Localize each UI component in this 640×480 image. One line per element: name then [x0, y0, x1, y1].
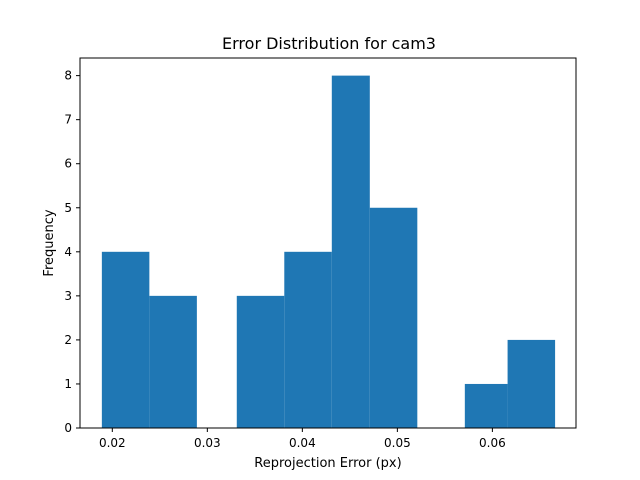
histogram-bar: [236, 295, 285, 428]
histogram-bar: [507, 339, 556, 428]
y-tick-label: 6: [64, 157, 72, 171]
y-tick-label: 2: [64, 333, 72, 347]
x-tick-label: 0.06: [479, 436, 506, 450]
x-axis-ticks: 0.02 0.03 0.04 0.05 0.06: [99, 428, 506, 450]
y-tick-label: 0: [64, 421, 72, 435]
y-tick-label: 5: [64, 201, 72, 215]
y-tick-label: 8: [64, 69, 72, 83]
x-tick-label: 0.03: [194, 436, 221, 450]
x-tick-label: 0.02: [99, 436, 126, 450]
y-tick-label: 3: [64, 289, 72, 303]
histogram-bar: [149, 295, 197, 428]
histogram-bar: [331, 75, 370, 428]
histogram-bar: [369, 207, 418, 428]
y-axis-label: Frequency: [42, 209, 57, 276]
x-axis-label: Reprojection Error (px): [254, 456, 401, 471]
y-tick-label: 1: [64, 377, 72, 391]
histogram-bar: [284, 251, 332, 428]
plot-area-frame: [79, 57, 577, 429]
histogram-bars: [101, 75, 556, 428]
histogram-bar: [464, 383, 508, 428]
x-tick-label: 0.04: [289, 436, 316, 450]
histogram-bar: [101, 251, 150, 428]
y-tick-label: 7: [64, 113, 72, 127]
x-tick-label: 0.05: [384, 436, 411, 450]
y-axis-ticks: 0 1 2 3 4 5 6 7 8: [64, 69, 80, 435]
chart-title: Error Distribution for cam3: [222, 34, 436, 53]
y-tick-label: 4: [64, 245, 72, 259]
